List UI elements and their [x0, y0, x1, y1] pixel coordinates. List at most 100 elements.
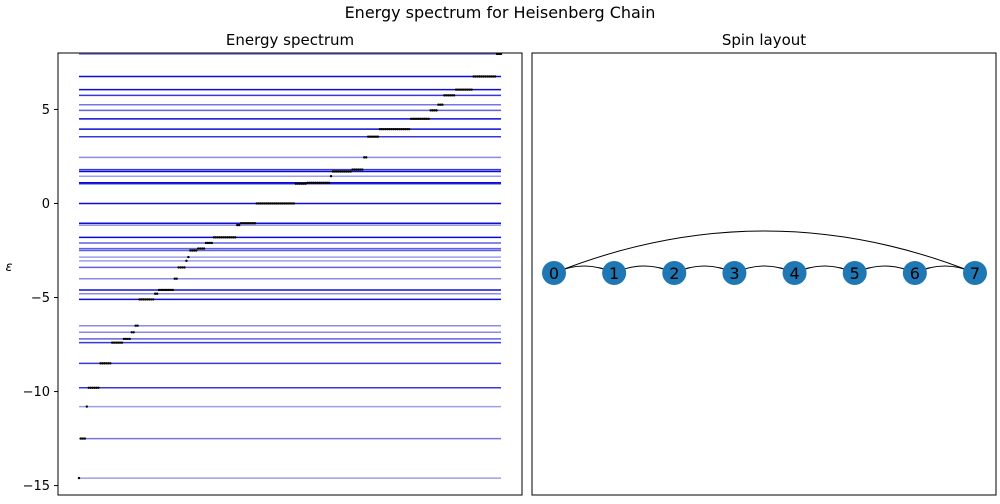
eigenvalue-point-5 [87, 386, 90, 389]
eigenvalue-point-13 [103, 362, 106, 365]
eigenvalue-point-60 [195, 249, 198, 252]
eigenvalue-point-15 [107, 362, 110, 365]
eigenvalue-point-137 [345, 170, 348, 173]
layout-title: Spin layout [722, 31, 806, 49]
eigenvalue-point-140 [351, 168, 354, 171]
eigenvalue-point-143 [357, 168, 360, 171]
eigenvalue-point-159 [388, 127, 391, 131]
eigenvalue-point-19 [114, 341, 118, 344]
eigenvalue-point-107 [286, 202, 290, 205]
eigenvalue-point-97 [267, 202, 270, 205]
eigenvalue-point-23 [122, 337, 126, 341]
eigenvalue-point-94 [261, 202, 264, 205]
eigenvalue-point-209 [486, 75, 489, 78]
eigenvalue-point-161 [392, 127, 395, 131]
eigenvalue-point-122 [316, 181, 319, 184]
eigenvalue-point-18 [112, 341, 116, 344]
eigenvalue-point-20 [116, 341, 120, 344]
eigenvalue-point-46 [167, 288, 171, 292]
eigenvalue-point-32 [140, 298, 143, 301]
eigenvalue-point-182 [433, 109, 436, 112]
eigenvalue-point-59 [193, 249, 196, 252]
eigenvalue-point-42 [159, 288, 163, 292]
eigenvalue-point-71 [216, 236, 219, 239]
eigenvalue-point-27 [130, 331, 133, 334]
y-tick-label-0: −15 [23, 479, 50, 494]
eigenvalue-point-128 [327, 181, 331, 184]
eigenvalue-point-207 [482, 75, 485, 78]
eigenvalue-point-82 [238, 223, 241, 227]
eigenvalue-point-145 [361, 168, 364, 171]
graph-node-label-0: 0 [549, 264, 559, 283]
eigenvalue-point-124 [320, 181, 323, 184]
eigenvalue-point-2 [81, 437, 85, 440]
eigenvalue-point-152 [374, 135, 378, 138]
eigenvalue-point-67 [208, 241, 212, 245]
eigenvalue-point-4 [85, 405, 89, 408]
eigenvalue-point-133 [337, 170, 341, 173]
graph-node-2 [662, 261, 687, 285]
eigenvalue-point-9 [95, 386, 98, 389]
eigenvalue-point-191 [450, 94, 454, 97]
eigenvalue-point-86 [245, 222, 249, 225]
eigenvalue-point-203 [474, 75, 477, 78]
eigenvalue-point-115 [302, 182, 305, 185]
eigenvalue-point-211 [490, 75, 493, 78]
eigenvalue-point-167 [404, 127, 407, 131]
y-tick-label-4: 5 [42, 103, 50, 118]
eigenvalue-point-131 [333, 170, 337, 173]
eigenvalue-point-184 [437, 103, 440, 106]
eigenvalue-point-28 [132, 331, 135, 334]
eigenvalue-point-31 [138, 298, 141, 301]
eigenvalue-point-80 [234, 236, 237, 239]
eigenvalue-point-87 [247, 222, 251, 225]
eigenvalue-point-43 [161, 288, 165, 292]
graph-node-label-4: 4 [789, 264, 799, 283]
graph-node-label-3: 3 [729, 264, 739, 283]
eigenvalue-point-98 [269, 202, 272, 205]
eigenvalue-point-205 [478, 75, 481, 78]
eigenvalue-point-66 [206, 241, 210, 245]
eigenvalue-point-173 [415, 117, 419, 121]
eigenvalue-point-156 [382, 127, 385, 131]
eigenvalue-point-132 [335, 170, 339, 173]
eigenvalue-point-102 [277, 202, 280, 205]
eigenvalue-point-61 [196, 247, 200, 250]
eigenvalue-point-151 [372, 135, 376, 138]
eigenvalue-point-117 [306, 181, 309, 184]
eigenvalue-point-34 [144, 298, 147, 301]
energy-level-lines [79, 53, 501, 479]
eigenvalue-point-101 [275, 202, 278, 205]
eigenvalue-point-104 [280, 202, 284, 205]
eigenvalue-point-109 [290, 202, 294, 205]
eigenvalue-point-37 [150, 298, 153, 301]
eigenvalue-point-196 [460, 88, 464, 91]
eigenvalue-point-138 [347, 170, 350, 173]
eigenvalue-point-187 [443, 94, 446, 97]
eigenvalue-point-11 [99, 362, 102, 365]
y-tick-label-2: −5 [31, 291, 50, 306]
eigenvalue-point-81 [236, 223, 239, 227]
eigenvalue-point-144 [359, 168, 362, 171]
eigenvalue-point-163 [396, 127, 399, 131]
eigenvalue-point-79 [232, 236, 235, 239]
graph-edge-7 [553, 230, 976, 274]
eigenvalue-point-154 [378, 127, 382, 131]
eigenvalue-point-199 [466, 88, 469, 91]
eigenvalue-point-17 [111, 341, 114, 344]
eigenvalue-point-213 [493, 75, 497, 78]
eigenvalue-point-179 [427, 117, 430, 121]
spectrum-title: Energy spectrum [226, 31, 354, 49]
eigenvalue-point-58 [191, 249, 194, 252]
eigenvalue-point-142 [355, 168, 358, 171]
eigenvalue-point-141 [353, 168, 356, 171]
eigenvalue-point-51 [177, 266, 180, 269]
eigenvalue-point-148 [366, 135, 370, 138]
graph-node-label-1: 1 [609, 264, 619, 283]
eigenvalue-point-120 [312, 181, 315, 184]
eigenvalue-point-45 [165, 288, 169, 292]
eigenvalue-point-113 [298, 182, 301, 185]
eigenvalue-point-30 [136, 324, 139, 327]
eigenvalue-point-62 [198, 247, 202, 250]
